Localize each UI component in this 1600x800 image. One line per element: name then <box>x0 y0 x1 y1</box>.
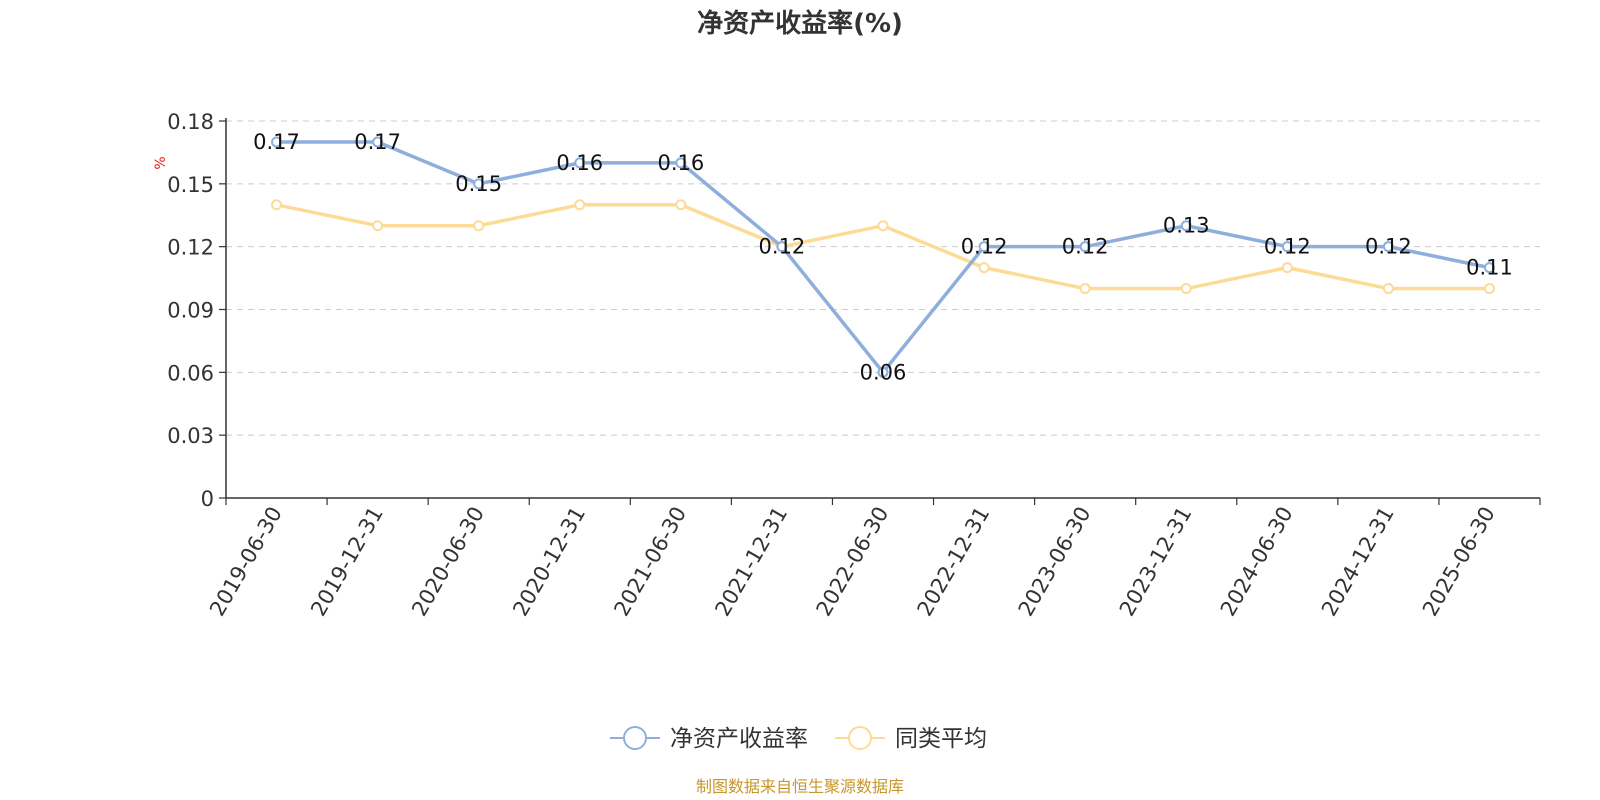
series-point-0[interactable] <box>1382 241 1394 253</box>
y-axis-unit-label: % <box>153 156 169 169</box>
x-tick-label: 2020-12-31 <box>508 503 590 621</box>
series-point-0[interactable] <box>877 366 889 378</box>
data-label: 0.11 <box>1466 256 1513 280</box>
y-tick-label: 0.09 <box>167 299 214 323</box>
series-point-1[interactable] <box>675 199 687 211</box>
data-labels: 0.17 0.17 0.15 0.16 0.16 0.12 0.06 0.12 0.12 0.13… <box>253 130 1513 384</box>
series-point-0[interactable] <box>372 136 384 148</box>
series-point-0[interactable] <box>473 178 485 190</box>
source-note: 制图数据来自恒生聚源数据库 <box>696 777 904 796</box>
y-tick-label: 0.15 <box>167 173 214 197</box>
data-label: 0.17 <box>253 130 300 154</box>
x-tick-label: 2019-06-30 <box>205 503 287 621</box>
legend-item-1[interactable]: 同类平均 <box>835 726 987 752</box>
legend-swatch-marker <box>623 726 647 750</box>
series-point-0[interactable] <box>1281 241 1293 253</box>
x-tick-label: 2020-06-30 <box>407 503 489 621</box>
axes: 0 0.03 0.06 0.09 0.12 0.15 0.18 2019-06-30 2019-… <box>167 110 1541 621</box>
series-point-0[interactable] <box>776 241 788 253</box>
chart-title: 净资产收益率(%) <box>697 8 903 39</box>
x-tick-label: 2022-06-30 <box>812 503 894 621</box>
series-point-1[interactable] <box>1382 283 1394 295</box>
data-label: 0.16 <box>556 151 603 175</box>
series-point-1[interactable] <box>372 220 384 232</box>
series-point-0[interactable] <box>675 157 687 169</box>
series-point-0[interactable] <box>1079 241 1091 253</box>
x-tick-label: 2021-06-30 <box>609 503 691 621</box>
series-point-1[interactable] <box>1483 283 1495 295</box>
x-tick-label: 2021-12-31 <box>710 503 792 621</box>
y-tick-label: 0.03 <box>167 424 214 448</box>
x-tick-label: 2022-12-31 <box>913 503 995 621</box>
y-tick-label: 0.06 <box>167 361 214 385</box>
series-point-0[interactable] <box>574 157 586 169</box>
data-label: 0.13 <box>1163 214 1210 238</box>
data-label: 0.12 <box>1062 235 1109 259</box>
series-point-1[interactable] <box>978 262 990 274</box>
series-point-1[interactable] <box>574 199 586 211</box>
data-label: 0.15 <box>455 172 502 196</box>
series-point-1[interactable] <box>1281 262 1293 274</box>
data-label: 0.12 <box>961 235 1008 259</box>
series-point-1[interactable] <box>1079 283 1091 295</box>
series-point-0[interactable] <box>978 241 990 253</box>
data-label: 0.06 <box>860 360 907 384</box>
series-point-0[interactable] <box>1180 220 1192 232</box>
legend-swatch-marker <box>848 726 872 750</box>
data-label: 0.17 <box>354 130 401 154</box>
x-tick-label: 2024-12-31 <box>1317 503 1399 621</box>
legend[interactable]: 净资产收益率 同类平均 <box>610 726 987 752</box>
series-point-0[interactable] <box>1483 262 1495 274</box>
data-label: 0.12 <box>1365 235 1412 259</box>
y-tick-label: 0.18 <box>167 110 214 134</box>
series-point-1[interactable] <box>877 220 889 232</box>
x-tick-label: 2024-06-30 <box>1216 503 1298 621</box>
legend-item-0[interactable]: 净资产收益率 <box>610 726 808 752</box>
x-tick-label: 2025-06-30 <box>1418 503 1500 621</box>
data-label: 0.12 <box>1264 235 1311 259</box>
data-label: 0.12 <box>759 235 806 259</box>
y-tick-label: 0 <box>201 487 214 511</box>
x-tick-label: 2023-12-31 <box>1115 503 1197 621</box>
data-label: 0.16 <box>657 151 704 175</box>
legend-label: 净资产收益率 <box>670 726 808 752</box>
y-tick-label: 0.12 <box>167 236 214 260</box>
x-tick-label: 2019-12-31 <box>306 503 388 621</box>
x-tick-label: 2023-06-30 <box>1014 503 1096 621</box>
series-point-1[interactable] <box>473 220 485 232</box>
legend-label: 同类平均 <box>895 726 987 752</box>
series-point-0[interactable] <box>271 136 283 148</box>
series-point-1[interactable] <box>1180 283 1192 295</box>
series-point-1[interactable] <box>271 199 283 211</box>
series-layer <box>271 136 1495 378</box>
